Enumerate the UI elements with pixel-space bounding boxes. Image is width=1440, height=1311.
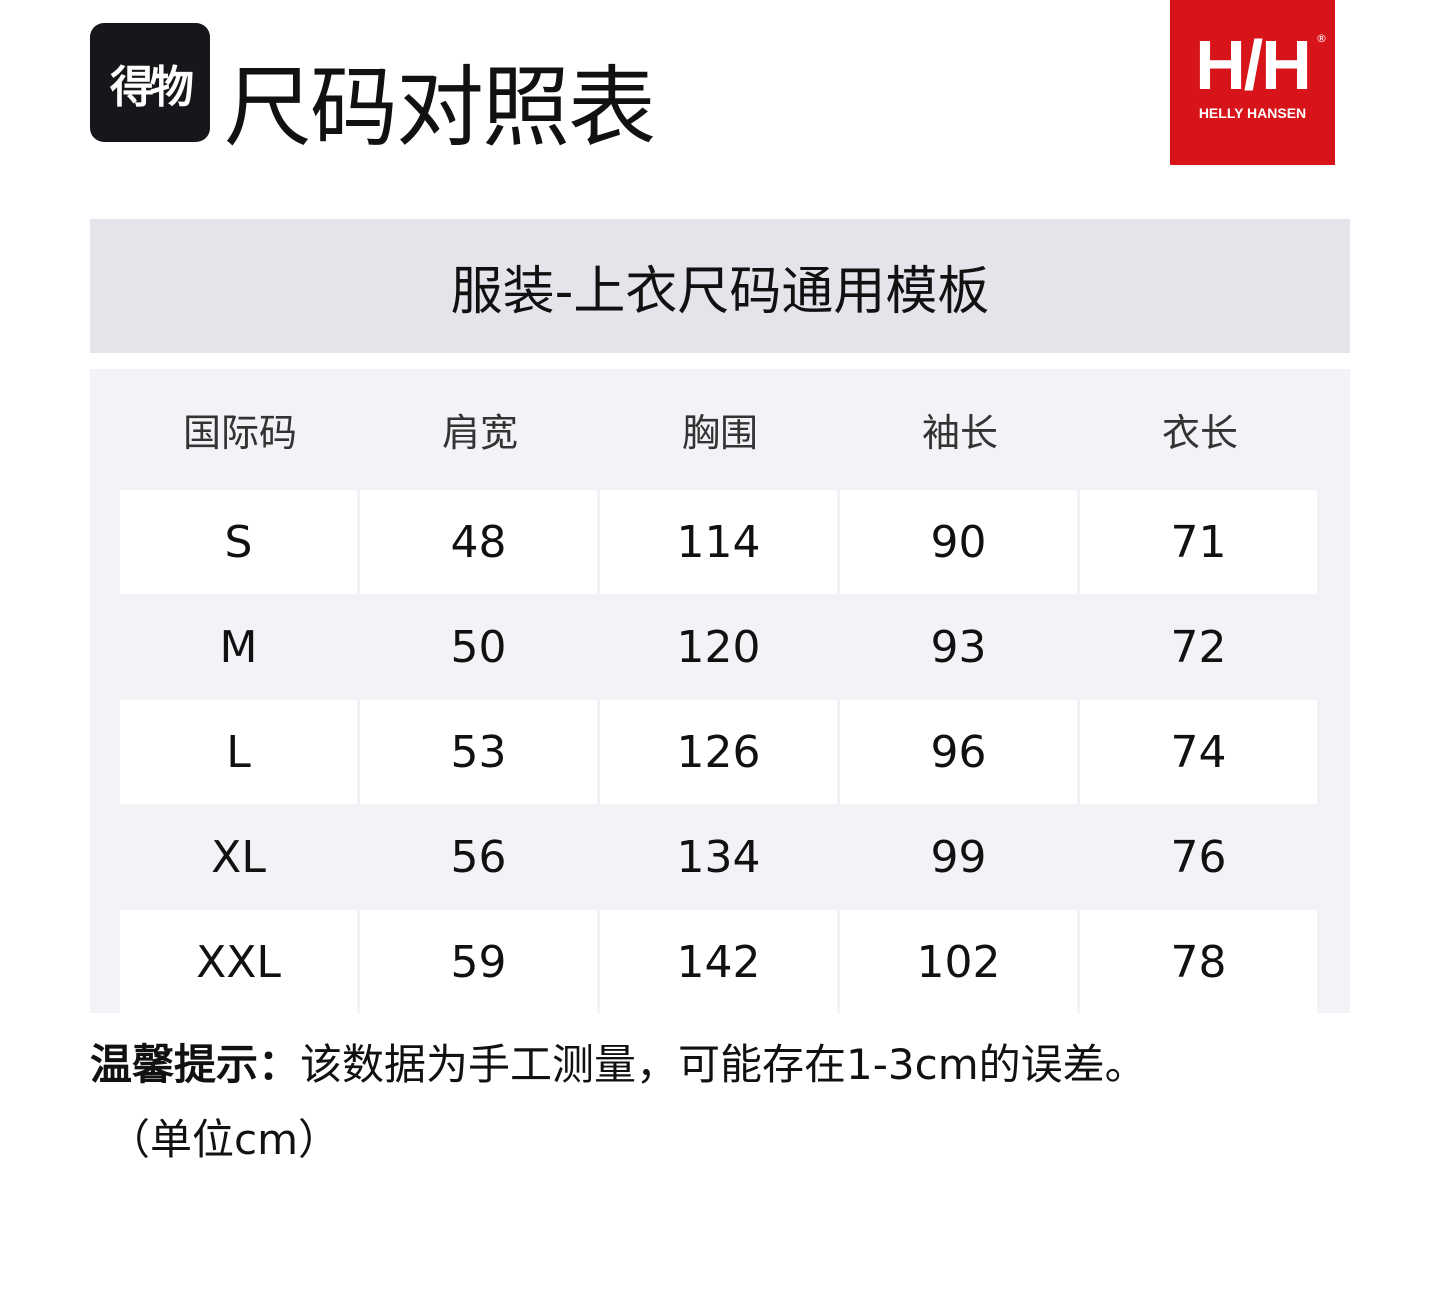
table-cell: M: [219, 621, 258, 673]
table-cell: 48: [360, 490, 597, 594]
column-header: 肩宽: [441, 410, 518, 455]
table-cell: 126: [600, 700, 837, 804]
app-logo-text: 得物: [110, 61, 194, 113]
column-header: 衣长: [1161, 410, 1238, 455]
brand-name: HELLY HANSEN: [1198, 105, 1307, 121]
size-table: 国际码 肩宽 胸围 袖长 衣长 S 48 114 90 71 M 50 120 93 72 L 53 1…: [90, 369, 1350, 1014]
table-cell: 76: [1170, 831, 1227, 883]
column-header: 袖长: [921, 410, 998, 455]
table-cell: 120: [676, 621, 761, 673]
table-cell: XL: [211, 831, 266, 883]
page-title: 尺码对照表: [224, 56, 656, 159]
table-cell: L: [120, 700, 357, 804]
note-label: 温馨提示：: [90, 1040, 301, 1089]
table-cell: 56: [450, 831, 507, 883]
table-row: XXL 59 142 102 78: [120, 910, 1317, 1014]
table-cell: 102: [840, 910, 1077, 1014]
table-cell: 78: [1080, 910, 1317, 1014]
table-cell: 142: [600, 910, 837, 1014]
column-header: 胸围: [681, 410, 758, 455]
unit-note: （单位cm）: [108, 1115, 341, 1164]
table-row: L 53 126 96 74: [120, 700, 1317, 804]
note-text: 该数据为手工测量，可能存在1-3cm的误差。: [300, 1040, 1147, 1089]
table-cell: 134: [676, 831, 761, 883]
app-logo: 得物: [90, 23, 210, 142]
table-cell: 90: [840, 490, 1077, 594]
table-cell: 72: [1170, 621, 1227, 673]
table-header-row: 国际码 肩宽 胸围 袖长 衣长: [120, 369, 1320, 489]
table-cell: S: [120, 490, 357, 594]
table-row: S 48 114 90 71: [120, 490, 1317, 594]
table-row: XL 56 134 99 76: [120, 805, 1317, 909]
table-cell: 99: [930, 831, 987, 883]
table-cell: 53: [360, 700, 597, 804]
table-cell: 114: [600, 490, 837, 594]
table-cell: 71: [1080, 490, 1317, 594]
note: 温馨提示：该数据为手工测量，可能存在1-3cm的误差。: [90, 1035, 1147, 1095]
template-title: 服装-上衣尺码通用模板: [90, 219, 1350, 353]
registered-icon: ®: [1316, 32, 1327, 45]
table-cell: 59: [360, 910, 597, 1014]
table-cell: 50: [450, 621, 507, 673]
table-cell: 74: [1080, 700, 1317, 804]
column-header: 国际码: [182, 410, 297, 455]
table-cell: XXL: [120, 910, 357, 1014]
table-cell: 93: [930, 621, 987, 673]
table-cell: 96: [840, 700, 1077, 804]
brand-mark: H/H: [1195, 26, 1312, 104]
brand-logo: H/H ® HELLY HANSEN: [1170, 0, 1335, 165]
table-row: M 50 120 93 72: [120, 595, 1317, 699]
